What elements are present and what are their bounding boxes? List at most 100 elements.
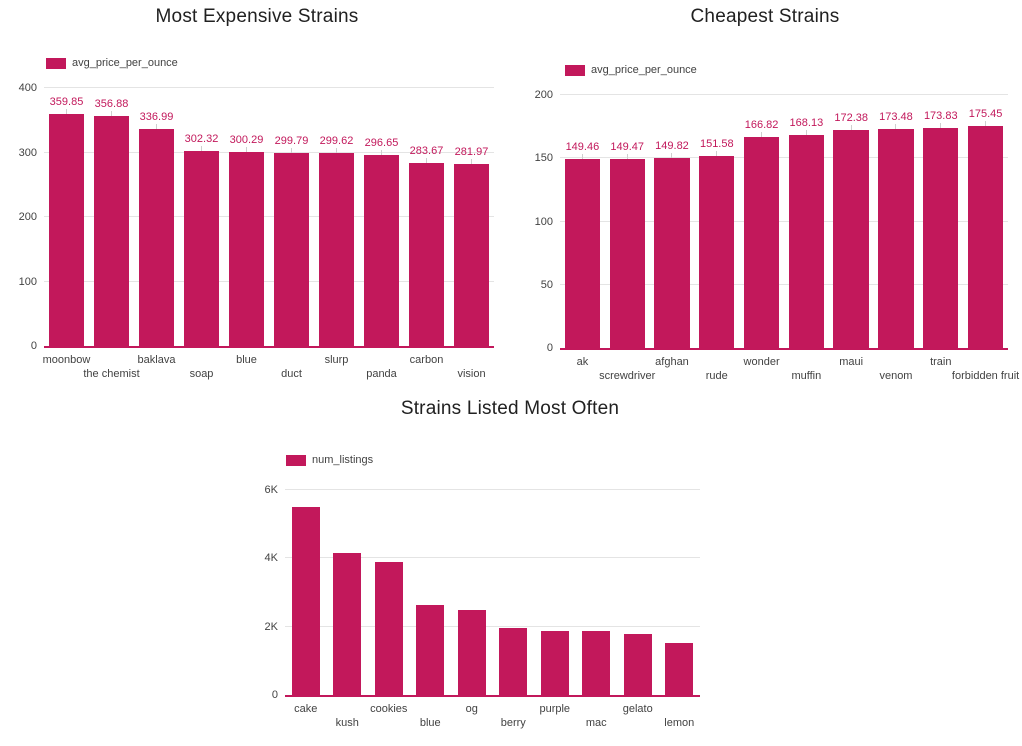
x-axis-label: blue: [236, 354, 257, 366]
bar-berry[interactable]: [499, 628, 528, 695]
annotation-stem: [246, 147, 247, 153]
bar-slot: 296.65: [359, 88, 404, 346]
bar-value-label: 166.82: [744, 118, 779, 131]
bar-slot: 173.48: [874, 95, 919, 348]
bar-value-label: 149.46: [565, 140, 600, 153]
y-tick-label: 6K: [264, 484, 278, 496]
bar-rude[interactable]: [699, 156, 735, 348]
bar-maui[interactable]: [833, 129, 869, 348]
y-tick-label: 0: [546, 342, 553, 354]
chart-title: Strains Listed Most Often: [400, 398, 620, 419]
legend-label: num_listings: [312, 454, 374, 466]
bar-muffin[interactable]: [788, 135, 825, 348]
chart-most-expensive-strains: Most Expensive Strains avg_price_per_oun…: [18, 0, 496, 392]
bar-afghan[interactable]: [654, 158, 690, 348]
bar-venom[interactable]: [878, 128, 914, 348]
annotation-stem: [626, 153, 628, 159]
bar-slot: 149.47: [605, 95, 650, 348]
bar-vision[interactable]: [453, 164, 490, 346]
x-axis-label: gelato: [622, 703, 653, 715]
legend: num_listings: [286, 454, 373, 466]
x-axis-label: baklava: [137, 354, 176, 366]
bar-value-label: 299.62: [319, 134, 354, 147]
x-axis-label: panda: [366, 368, 397, 380]
chart-cheapest-strains: Cheapest Strains avg_price_per_ounce 0 50…: [532, 0, 1022, 392]
bar-gelato[interactable]: [623, 633, 652, 695]
plot-area: 0 50 100 150 200 149.46 149.47 149.82 151.58 166.…: [535, 89, 1008, 354]
bar-slot: [659, 490, 701, 695]
bar-purple[interactable]: [540, 631, 569, 695]
x-axis-label: duct: [281, 368, 302, 380]
bar-the-chemist[interactable]: [93, 115, 130, 346]
gridline: [560, 157, 1008, 159]
x-axis-label: moonbow: [42, 354, 91, 366]
bar-slot: [451, 490, 493, 695]
annotation-stem: [336, 147, 337, 153]
x-axis-label: carbon: [409, 354, 444, 366]
bar-panda[interactable]: [363, 154, 400, 346]
chart-strains-listed-most-often: Strains Listed Most Often num_listings 0…: [230, 392, 790, 746]
bar-cookies[interactable]: [374, 561, 403, 695]
bar-value-label: 300.29: [229, 134, 264, 147]
gridline: [44, 151, 494, 153]
bar-soap[interactable]: [183, 151, 220, 346]
bar-slot: 299.79: [269, 88, 314, 346]
x-axis-label: lemon: [664, 717, 695, 729]
bar-og[interactable]: [457, 610, 486, 695]
annotation-stem: [940, 123, 942, 129]
bar-baklava[interactable]: [138, 128, 175, 346]
x-axis-label: cake: [294, 703, 318, 715]
bar-cake[interactable]: [291, 507, 320, 695]
bar-value-label: 151.58: [699, 138, 734, 151]
bar-carbon[interactable]: [408, 163, 445, 346]
bar-slot: 175.45: [963, 95, 1008, 348]
bar-value-label: 175.45: [968, 108, 1003, 121]
bar-slurp[interactable]: [318, 152, 355, 346]
y-tick-label: 200: [18, 211, 37, 223]
bar-slot: 302.32: [179, 88, 224, 346]
bar-value-label: 299.79: [274, 134, 309, 147]
y-tick-label: 0: [30, 340, 37, 352]
plot-area: 0 2K 4K 6K: [265, 484, 700, 701]
x-axis-label: og: [465, 703, 478, 715]
chart-title: Cheapest Strains: [690, 6, 840, 27]
bar-value-label: 149.82: [655, 140, 689, 153]
bar-slot: [534, 490, 576, 695]
bar-duct[interactable]: [273, 152, 310, 346]
x-axis-label: ak: [576, 356, 589, 368]
bar-forbidden-fruit[interactable]: [967, 126, 1004, 348]
x-axis-label: forbidden fruit: [951, 370, 1020, 382]
bar-ak[interactable]: [564, 158, 601, 348]
bar-blue[interactable]: [416, 605, 445, 695]
legend-label: avg_price_per_ounce: [72, 57, 178, 69]
bar-slot: 168.13: [784, 95, 829, 348]
y-tick-label: 300: [18, 146, 37, 159]
gridline: [560, 220, 1008, 222]
y-tick-label: 150: [534, 152, 553, 165]
bar-train[interactable]: [923, 128, 959, 348]
annotation-stem: [716, 151, 718, 157]
bar-slot: 151.58: [694, 95, 739, 348]
bar-mac[interactable]: [582, 631, 611, 695]
y-tick-label: 100: [18, 275, 37, 288]
annotation-stem: [201, 146, 202, 152]
bar-kush[interactable]: [333, 553, 362, 695]
x-axis: ak screwdriver afghan rude wonder muffin maui v…: [560, 352, 1020, 384]
chart-title: Most Expensive Strains: [155, 6, 359, 27]
bar-screwdriver[interactable]: [609, 158, 645, 348]
bar-slot: [493, 490, 535, 695]
bar-value-label: 359.85: [49, 95, 84, 108]
annotation-stem: [471, 159, 472, 165]
annotation-stem: [66, 108, 67, 114]
x-axis-label: afghan: [655, 356, 689, 368]
bar-moonbow[interactable]: [48, 113, 85, 346]
y-tick-label: 2K: [264, 620, 278, 633]
bar-slot: 336.99: [134, 88, 179, 346]
legend-color-swatch: [46, 57, 66, 69]
bar-blue[interactable]: [228, 152, 265, 346]
bar-series: [285, 490, 700, 695]
bar-slot: [410, 490, 452, 695]
annotation-stem: [761, 131, 763, 137]
bar-lemon[interactable]: [665, 643, 694, 695]
bar-wonder[interactable]: [743, 136, 780, 348]
